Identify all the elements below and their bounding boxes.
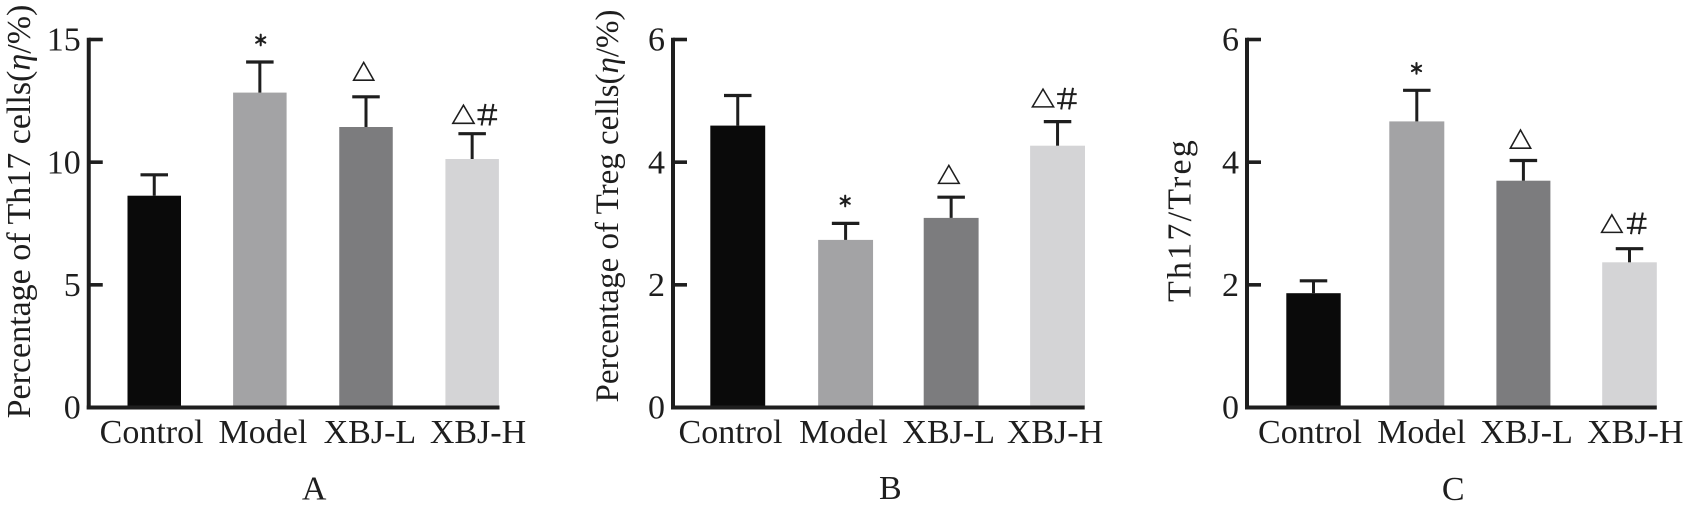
svg-text:Model: Model bbox=[1377, 414, 1466, 451]
svg-text:4: 4 bbox=[648, 144, 665, 181]
svg-text:5: 5 bbox=[64, 267, 81, 304]
svg-text:0: 0 bbox=[64, 390, 81, 427]
svg-text:A: A bbox=[302, 470, 327, 507]
svg-text:Control: Control bbox=[679, 414, 783, 451]
svg-text:XBJ-L: XBJ-L bbox=[1480, 414, 1573, 451]
svg-text:4: 4 bbox=[1222, 144, 1239, 181]
svg-text:6: 6 bbox=[1222, 22, 1239, 59]
svg-text:2: 2 bbox=[1222, 267, 1239, 304]
svg-text:Th17/Treg: Th17/Treg bbox=[1162, 138, 1199, 302]
svg-text:XBJ-H: XBJ-H bbox=[1007, 414, 1103, 451]
svg-text:Control: Control bbox=[100, 414, 204, 451]
svg-text:C: C bbox=[1442, 471, 1465, 508]
svg-text:6: 6 bbox=[648, 22, 665, 59]
svg-text:10: 10 bbox=[47, 144, 81, 181]
svg-text:XBJ-H: XBJ-H bbox=[430, 414, 526, 451]
svg-text:Model: Model bbox=[219, 414, 308, 451]
svg-text:XBJ-H: XBJ-H bbox=[1587, 414, 1683, 451]
svg-text:0: 0 bbox=[1222, 390, 1239, 427]
svg-text:Percentage of Th17 cells(η/%): Percentage of Th17 cells(η/%) bbox=[1, 5, 38, 419]
svg-text:Percentage of Treg cells(η/%): Percentage of Treg cells(η/%) bbox=[590, 9, 626, 402]
svg-text:XBJ-L: XBJ-L bbox=[902, 414, 995, 451]
svg-text:B: B bbox=[879, 470, 902, 507]
svg-text:Control: Control bbox=[1258, 414, 1362, 451]
svg-text:XBJ-L: XBJ-L bbox=[324, 414, 417, 451]
svg-text:2: 2 bbox=[648, 267, 665, 304]
svg-text:Model: Model bbox=[799, 414, 888, 451]
svg-text:0: 0 bbox=[648, 390, 665, 427]
svg-text:15: 15 bbox=[47, 22, 81, 59]
